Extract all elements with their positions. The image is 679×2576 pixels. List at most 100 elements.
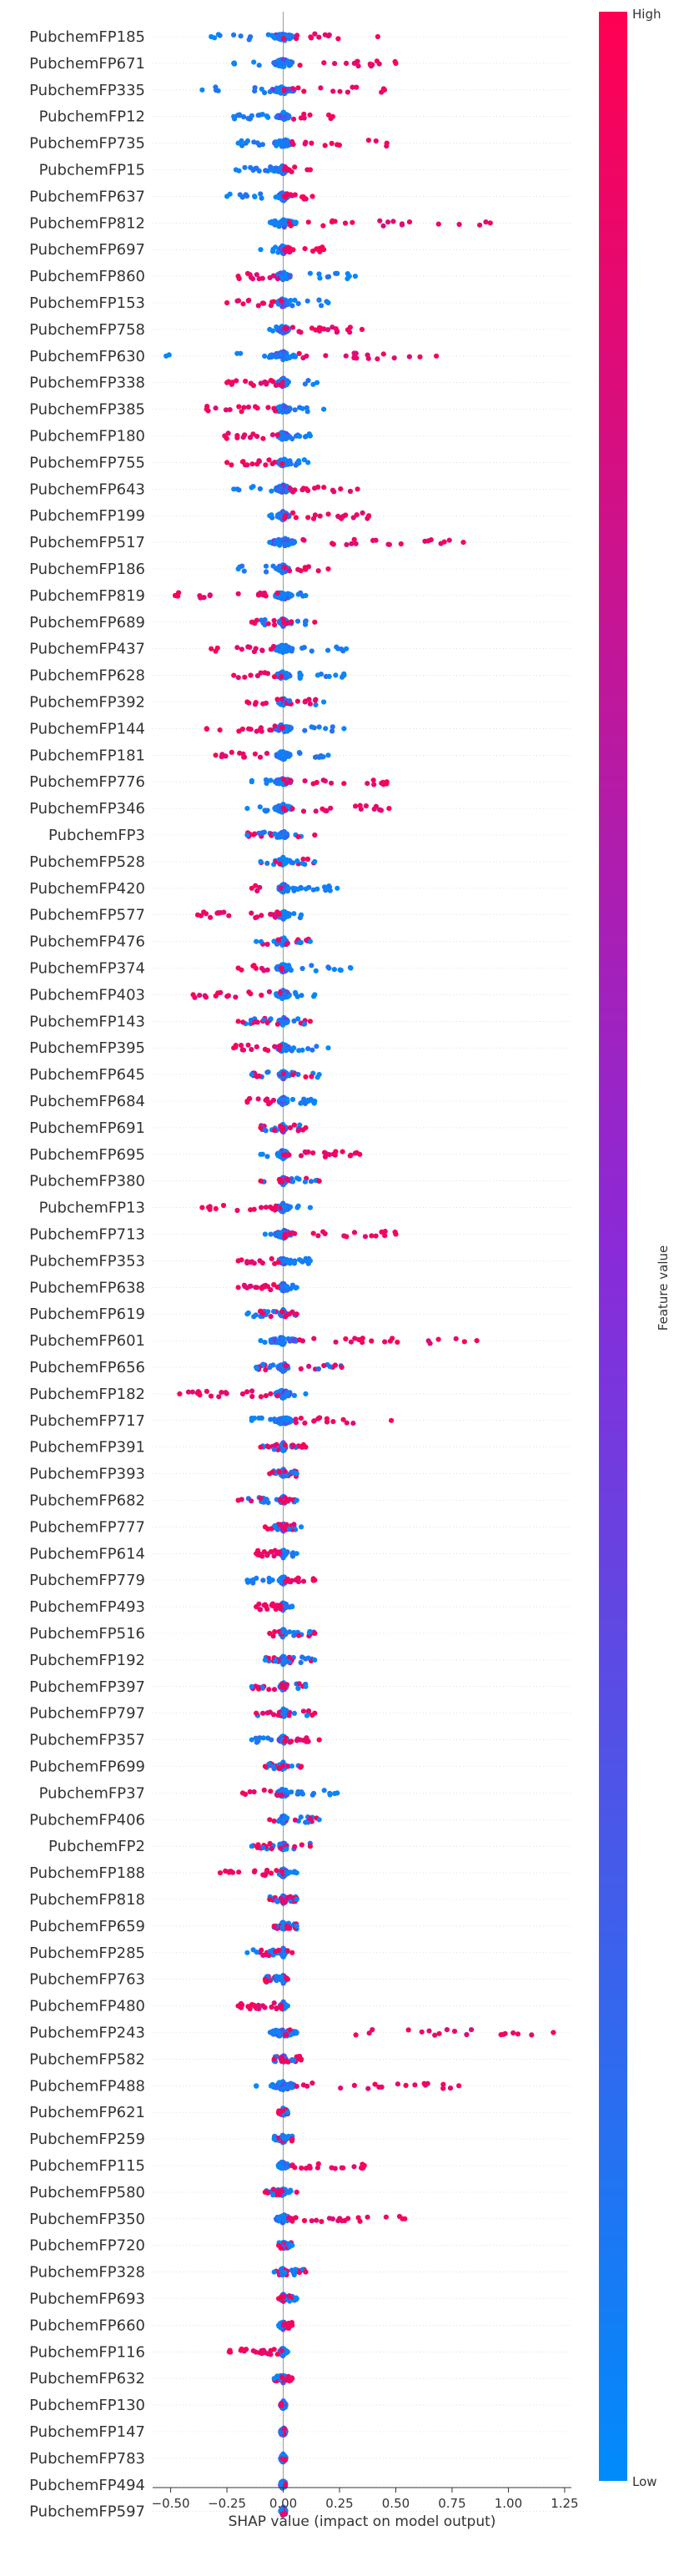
shap-dot [255,592,262,598]
shap-dot [309,1074,314,1079]
shap-dot [316,271,322,277]
feature-label: PubchemFP614 [29,1545,145,1562]
shap-dot [319,303,324,309]
shap-dot [251,59,257,65]
shap-dot [268,1231,274,1237]
shap-dot [289,806,295,812]
shap-dot [332,219,338,224]
shap-dot [259,112,265,118]
shap-dot [270,249,276,254]
shap-dot [390,1336,395,1341]
shap-dot [334,330,340,335]
shap-dot [239,1043,244,1049]
shap-dot [249,910,254,916]
shap-dot [280,749,286,755]
shap-dot-extreme [262,1657,268,1663]
shap-dot [284,831,289,837]
shap-dot [269,1577,275,1583]
shap-dot [234,350,240,356]
shap-dot [268,777,274,783]
shap-dot-extreme [474,1338,480,1344]
shap-dot [304,1713,310,1718]
shap-dot-extreme [325,299,331,306]
shap-dot [259,1285,264,1291]
feature-label: PubchemFP397 [29,1678,145,1696]
feature-label: PubchemFP182 [29,1386,145,1403]
shap-dot [295,1071,301,1078]
shap-dot [254,434,260,440]
shap-dot [291,116,297,122]
shap-dot [345,89,350,95]
shap-dot [283,1019,289,1025]
shap-dot [280,220,286,226]
shap-dot [380,223,386,229]
shap-dot [332,1152,338,1158]
shap-dot [305,1655,311,1661]
shap-dot [334,644,340,650]
shap-dot-extreme [231,113,237,119]
shap-dot [255,1096,261,1102]
shap-dot [276,911,282,917]
shap-dot [234,298,240,304]
shap-dot [275,937,281,943]
feature-label: PubchemFP12 [39,108,145,126]
feature-label: PubchemFP285 [29,1945,145,1962]
shap-dot-extreme [244,1577,250,1583]
shap-dot [280,36,286,42]
shap-dot-extreme [254,1604,259,1610]
shap-dot [248,274,254,280]
shap-dot-extreme [262,1763,268,1769]
shap-dot [435,221,441,227]
shap-dot [291,1018,297,1024]
shap-dot [244,138,250,143]
shap-dot [264,381,269,387]
feature-label: PubchemFP188 [29,1864,145,1882]
shap-dot [284,1312,289,1318]
feature-label: PubchemFP582 [29,2050,145,2068]
shap-dot [302,1179,308,1185]
shap-dot-extreme [213,752,219,758]
shap-dot [314,779,319,786]
shap-dot [273,1442,279,1448]
shap-dot-extreme [305,460,311,465]
shap-dot [288,33,294,38]
feature-label: PubchemFP403 [29,986,145,1004]
shap-dot [280,142,286,148]
shap-dot [286,219,292,225]
shap-dot [382,1229,388,1235]
shap-dot [284,1416,290,1421]
shap-dot [282,861,288,867]
shap-dot [309,724,314,730]
shap-dot [301,537,307,543]
shap-dot [297,433,303,440]
shap-dot [340,1149,345,1155]
shap-dot [291,1522,297,1527]
shap-dot [287,568,293,574]
shap-dot [258,1394,264,1400]
feature-label: PubchemFP180 [29,428,145,445]
shap-dot-extreme [299,1763,304,1769]
shap-dot [259,647,265,654]
shap-dot [296,1681,302,1687]
feature-label: PubchemFP643 [29,480,145,498]
shap-dot [304,353,309,359]
shap-dot [273,779,279,785]
shap-dot-extreme [352,274,358,279]
shap-dot [264,808,270,813]
shap-dot [326,673,332,680]
shap-dot [327,1792,333,1798]
shap-dot [263,1205,269,1210]
feature-label: PubchemFP516 [29,1625,145,1643]
shap-dot-extreme [325,1045,331,1051]
shap-dot-extreme [235,566,241,572]
shap-dot [259,86,264,92]
shap-dot [280,1658,286,1664]
shap-dot [274,221,280,227]
shap-dot [301,457,307,463]
feature-labels: PubchemFP185PubchemFP671PubchemFP335Pubc… [29,28,145,2521]
shap-dot [256,1686,262,1692]
shap-dot [203,994,209,1000]
shap-dot [274,1792,279,1798]
shap-dot [382,1339,388,1345]
shap-dot [269,432,276,438]
